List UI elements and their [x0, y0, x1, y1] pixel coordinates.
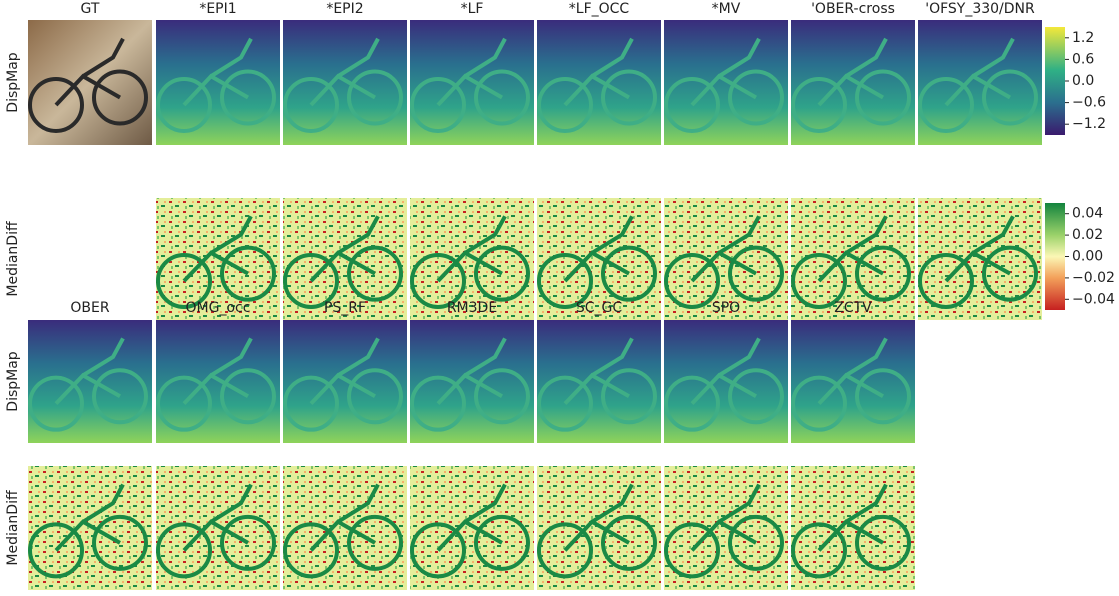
colorbar-tick-label: 1.2	[1072, 30, 1094, 46]
figure: GT *EPI1 *EPI2 *LF *LF_OCC *MV 'OBER-cross 'OFS…	[0, 0, 1119, 596]
panel-title: *LF	[461, 1, 484, 17]
panel-title: SPO	[712, 300, 740, 316]
colorbar	[1045, 27, 1065, 135]
row-label: DispMap	[5, 351, 21, 412]
colorbar-tick-label: 0.0	[1072, 73, 1094, 89]
row-label: MedianDiff	[5, 490, 21, 566]
row-label: MedianDiff	[5, 221, 21, 297]
panel-title: *LF_OCC	[569, 1, 630, 17]
panel-title: SC_GC	[576, 300, 623, 316]
colorbar-tick-label: 0.02	[1072, 227, 1103, 243]
panel-title: ZCTV	[834, 300, 872, 316]
colorbar-tick-label: −1.2	[1072, 116, 1106, 132]
panel-title: *EPI2	[326, 1, 363, 17]
panel-title: OMG_occ	[186, 300, 251, 316]
panel-title: *MV	[712, 1, 741, 17]
panel-title: PS_RF	[324, 300, 366, 316]
panel-title: 'OFSY_330/DNR	[925, 1, 1035, 17]
colorbar-tick-label: −0.04	[1072, 291, 1115, 307]
panel-title: 'OBER-cross	[811, 1, 895, 17]
colorbar	[1045, 203, 1065, 310]
row-label: DispMap	[5, 52, 21, 113]
colorbar-tick-label: −0.02	[1072, 270, 1115, 286]
colorbar-tick-label: 0.04	[1072, 206, 1103, 222]
colorbar-tick-label: 0.6	[1072, 51, 1094, 67]
panel-title: *EPI1	[199, 1, 236, 17]
panel-title: RM3DE	[447, 300, 497, 316]
panel-title: OBER	[70, 300, 109, 316]
colorbar-tick-label: 0.00	[1072, 249, 1103, 265]
panel-title: GT	[81, 1, 100, 17]
colorbar-tick-label: −0.6	[1072, 95, 1106, 111]
